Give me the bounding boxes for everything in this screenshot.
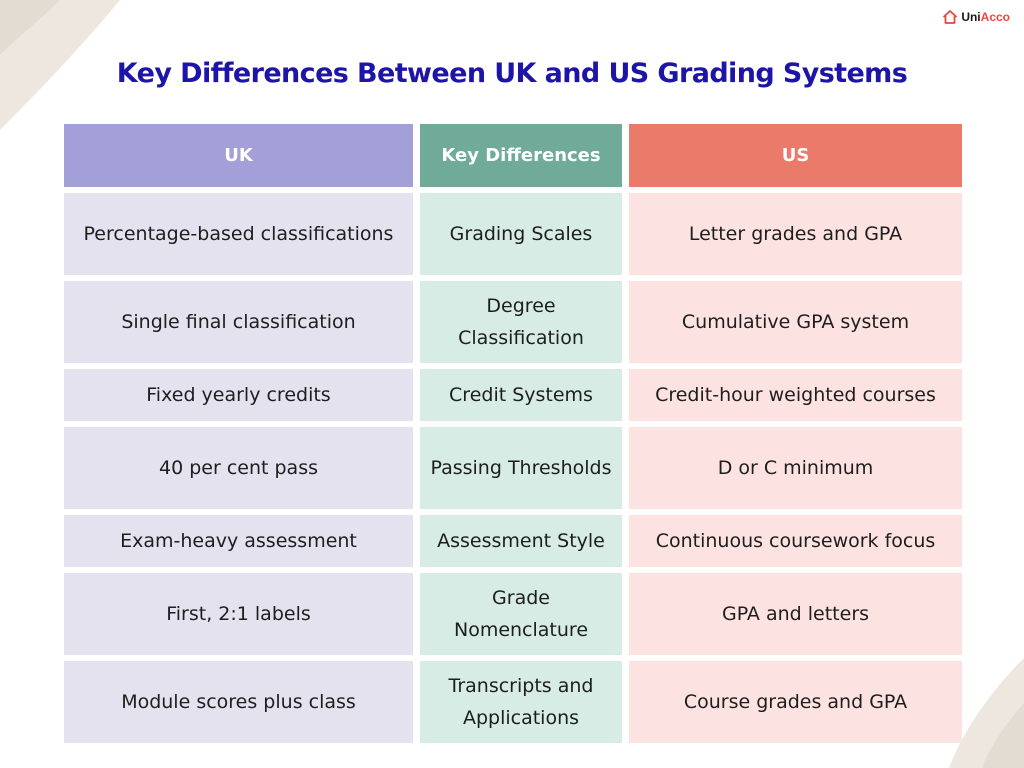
header-uk: UK xyxy=(64,124,413,187)
row-5-us: Continuous coursework focus xyxy=(629,515,962,567)
row-6-us: GPA and letters xyxy=(629,573,962,655)
decorative-leaf-top-left xyxy=(0,0,120,130)
house-icon xyxy=(943,10,958,24)
brand-name: UniAcco xyxy=(961,10,1010,24)
brand-name-part1: Uni xyxy=(961,10,981,24)
row-7-us: Course grades and GPA xyxy=(629,661,962,743)
row-3-key: Credit Systems xyxy=(420,369,622,421)
row-7-key: Transcripts and Applications xyxy=(420,661,622,743)
row-3-uk: Fixed yearly credits xyxy=(64,369,413,421)
brand-logo: UniAcco xyxy=(943,10,1010,24)
row-1-uk: Percentage-based classifications xyxy=(64,193,413,275)
row-1-us: Letter grades and GPA xyxy=(629,193,962,275)
row-3-us: Credit-hour weighted courses xyxy=(629,369,962,421)
brand-name-part2: Acco xyxy=(980,10,1010,24)
row-4-us: D or C minimum xyxy=(629,427,962,509)
row-2-us: Cumulative GPA system xyxy=(629,281,962,363)
header-us: US xyxy=(629,124,962,187)
page-title: Key Differences Between UK and US Gradin… xyxy=(116,58,908,89)
comparison-table: UK Key Differences US Percentage-based c… xyxy=(64,124,962,743)
row-2-key: Degree Classification xyxy=(420,281,622,363)
row-2-uk: Single final classification xyxy=(64,281,413,363)
row-6-uk: First, 2:1 labels xyxy=(64,573,413,655)
row-4-uk: 40 per cent pass xyxy=(64,427,413,509)
decorative-leaf-bottom-right xyxy=(949,658,1024,768)
row-4-key: Passing Thresholds xyxy=(420,427,622,509)
row-5-key: Assessment Style xyxy=(420,515,622,567)
row-6-key: Grade Nomenclature xyxy=(420,573,622,655)
row-5-uk: Exam-heavy assessment xyxy=(64,515,413,567)
row-1-key: Grading Scales xyxy=(420,193,622,275)
row-7-uk: Module scores plus class xyxy=(64,661,413,743)
header-key-differences: Key Differences xyxy=(420,124,622,187)
